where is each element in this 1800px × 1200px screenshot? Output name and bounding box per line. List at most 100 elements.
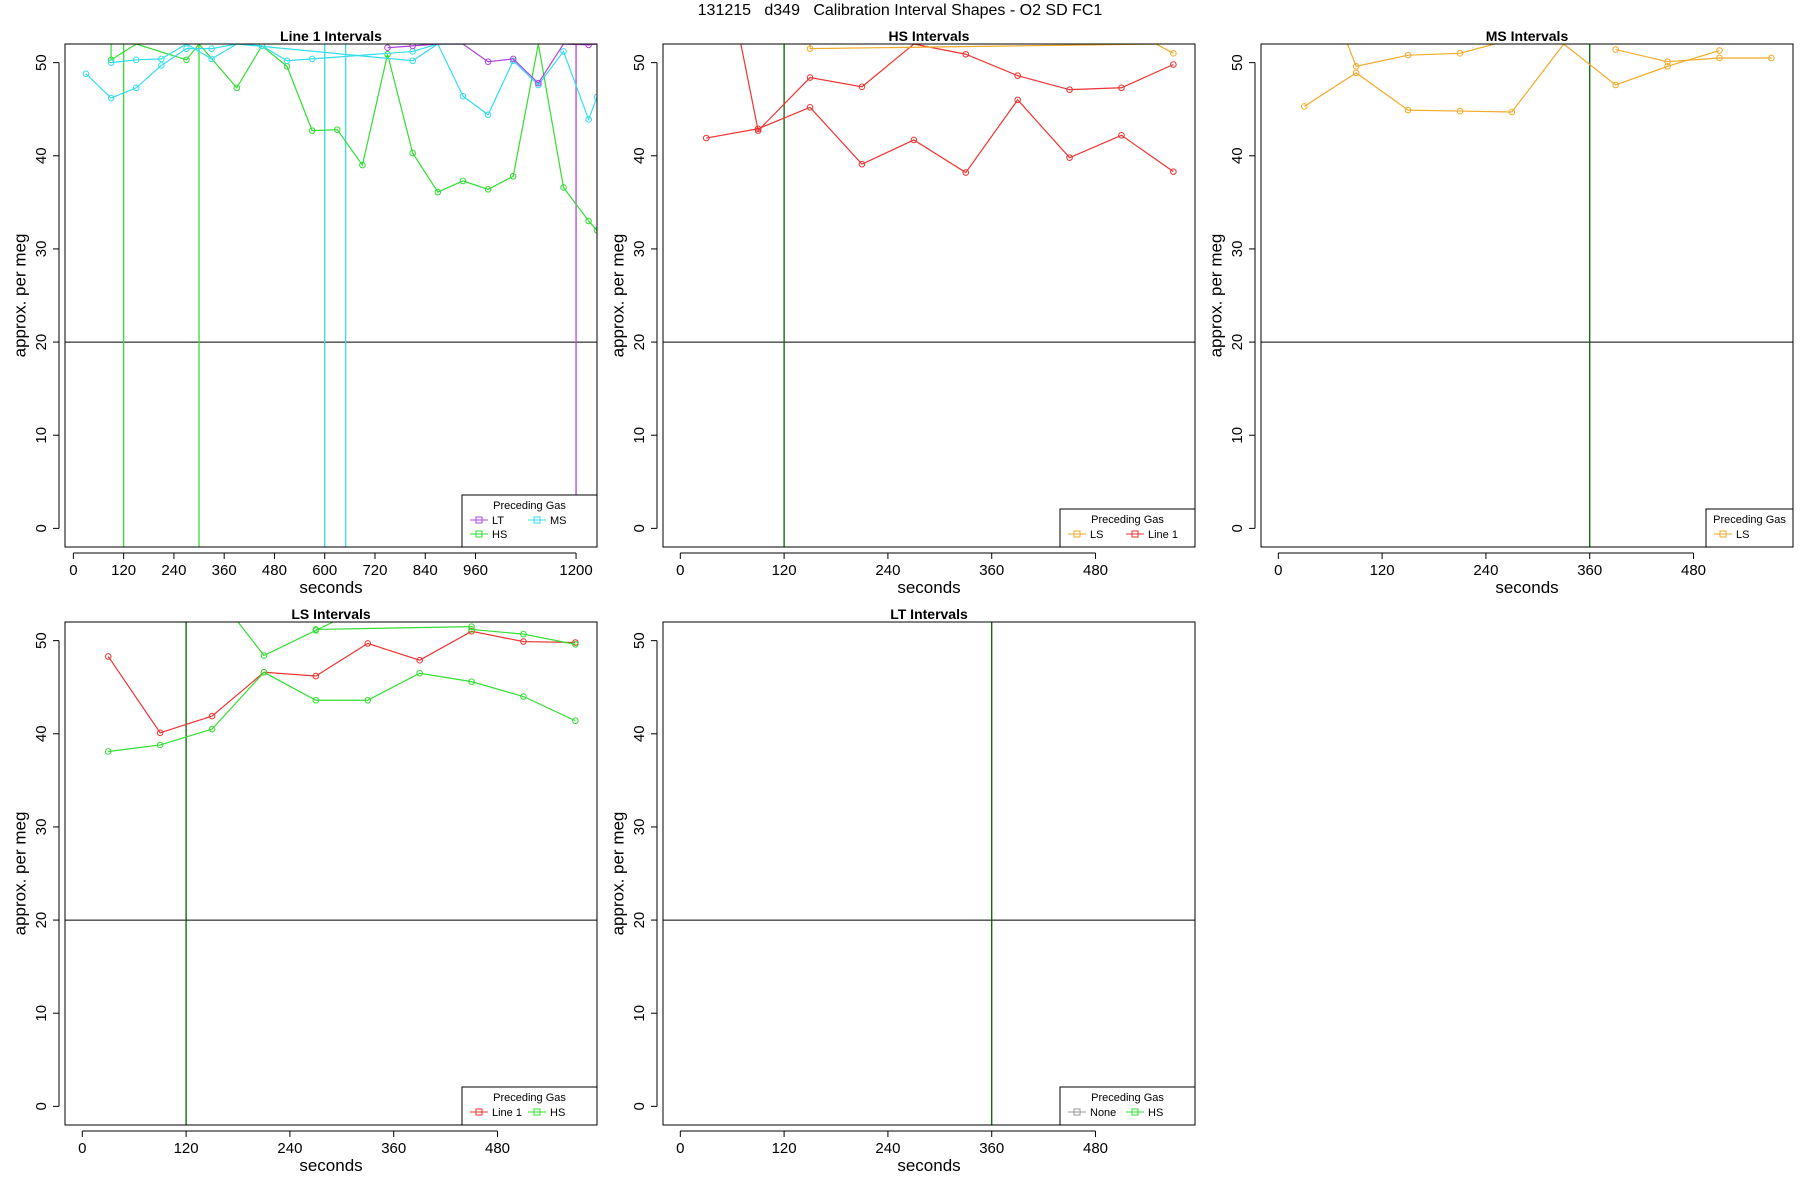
y-tick-label: 0 — [33, 524, 50, 532]
data-point — [962, 169, 970, 176]
y-tick-label: 0 — [1229, 524, 1246, 532]
data-point — [416, 669, 423, 677]
data-point — [1716, 54, 1723, 62]
data-point — [459, 92, 467, 100]
data-point — [484, 58, 492, 65]
legend-label: LS — [1090, 529, 1103, 541]
x-tick-label: 480 — [1083, 562, 1108, 579]
series-line-hs — [471, 628, 576, 645]
x-tick-label: 120 — [772, 1140, 797, 1157]
data-point — [754, 125, 762, 133]
plot-frame — [64, 621, 598, 1126]
legend: Preceding Gas LS Line 1 — [1059, 508, 1196, 548]
panel-0: Line 1 Intervals 0 120 240 360 480 600 720 840 96… — [10, 28, 598, 597]
panel-title: Line 1 Intervals — [280, 28, 382, 44]
legend-label: Line 1 — [492, 1107, 522, 1119]
series-line-line-1 — [740, 44, 1174, 132]
data-point — [183, 56, 190, 64]
y-tick-label: 30 — [631, 241, 648, 258]
data-point — [107, 94, 115, 102]
legend-box — [1059, 1086, 1196, 1126]
y-tick-label: 40 — [1229, 147, 1246, 164]
legend-title: Preceding Gas — [1091, 514, 1164, 526]
legend-label: HS — [1148, 1107, 1163, 1119]
y-tick-label: 50 — [631, 632, 648, 649]
data-point — [156, 741, 164, 749]
data-point — [1170, 50, 1177, 57]
series-line-ls — [1346, 44, 1495, 68]
data-point — [1612, 81, 1619, 89]
x-tick-label: 0 — [676, 1140, 684, 1157]
legend-swatch-marker — [1073, 1108, 1081, 1116]
data-point — [535, 79, 542, 87]
x-tick-label: 360 — [212, 562, 237, 579]
data-point — [468, 678, 475, 685]
data-point — [104, 653, 112, 660]
legend-title: Preceding Gas — [1713, 514, 1786, 526]
data-point — [208, 55, 215, 63]
x-tick-label: 0 — [69, 562, 77, 579]
plot-area — [663, 622, 1195, 1125]
legend: Preceding Gas LT MS HS — [461, 494, 598, 548]
x-tick-label: 240 — [875, 562, 900, 579]
series-line-hs — [110, 44, 597, 231]
data-point — [910, 136, 918, 144]
data-point — [593, 93, 597, 101]
panel-title: LT Intervals — [890, 606, 968, 622]
data-point — [312, 626, 320, 633]
data-point — [560, 184, 567, 191]
x-tick-label: 0 — [676, 562, 684, 579]
data-point — [208, 45, 215, 52]
data-point — [806, 74, 814, 81]
legend-label: MS — [550, 515, 567, 527]
data-point — [806, 45, 814, 52]
data-point — [509, 57, 517, 65]
y-tick-label: 40 — [33, 725, 50, 742]
data-point — [520, 638, 527, 645]
series-line-hs — [237, 622, 334, 657]
plot-frame — [64, 43, 598, 548]
data-point — [468, 628, 475, 635]
y-tick-label: 30 — [33, 241, 50, 258]
data-point — [1664, 58, 1671, 65]
legend-entry: LT — [470, 515, 504, 527]
data-point — [1118, 84, 1125, 92]
y-axis-label: approx. per meg — [10, 812, 29, 936]
x-tick-label: 360 — [381, 1140, 406, 1157]
data-point — [702, 134, 710, 142]
y-tick-label: 30 — [33, 819, 50, 836]
data-point — [384, 50, 391, 58]
data-point — [1404, 106, 1412, 114]
panel-2: MS Intervals 0 120 240 360 480 seconds 0 10 20 30 4… — [1206, 28, 1794, 597]
data-point — [183, 45, 190, 52]
data-point — [1456, 50, 1464, 57]
series-line-line-1 — [706, 98, 1174, 174]
data-point — [208, 712, 216, 720]
data-point — [434, 188, 442, 196]
legend-entry: HS — [528, 1107, 565, 1119]
y-tick-label: 20 — [33, 334, 50, 351]
plot-area — [65, 44, 597, 547]
series-line-line-1 — [107, 630, 576, 734]
plot-frame — [1260, 43, 1794, 548]
y-tick-label: 10 — [1229, 427, 1246, 444]
legend-swatch-marker — [475, 1108, 483, 1116]
data-point — [1066, 154, 1073, 161]
data-point — [156, 729, 164, 737]
legend-swatch-marker — [1073, 530, 1081, 538]
figure-title: 131215 d349 Calibration Interval Shapes … — [697, 2, 1103, 19]
y-tick-label: 50 — [1229, 54, 1246, 71]
series-line-ls — [1303, 44, 1720, 113]
legend-title: Preceding Gas — [1091, 1092, 1164, 1104]
y-tick-label: 10 — [631, 427, 648, 444]
data-point — [468, 626, 475, 633]
x-tick-label: 720 — [362, 562, 387, 579]
y-tick-label: 30 — [631, 819, 648, 836]
legend-label: None — [1090, 1107, 1116, 1119]
data-point — [585, 116, 592, 123]
y-tick-label: 0 — [631, 1102, 648, 1110]
x-tick-label: 0 — [1274, 562, 1282, 579]
data-point — [107, 56, 115, 64]
data-point — [1352, 63, 1360, 70]
data-point — [1118, 131, 1125, 139]
